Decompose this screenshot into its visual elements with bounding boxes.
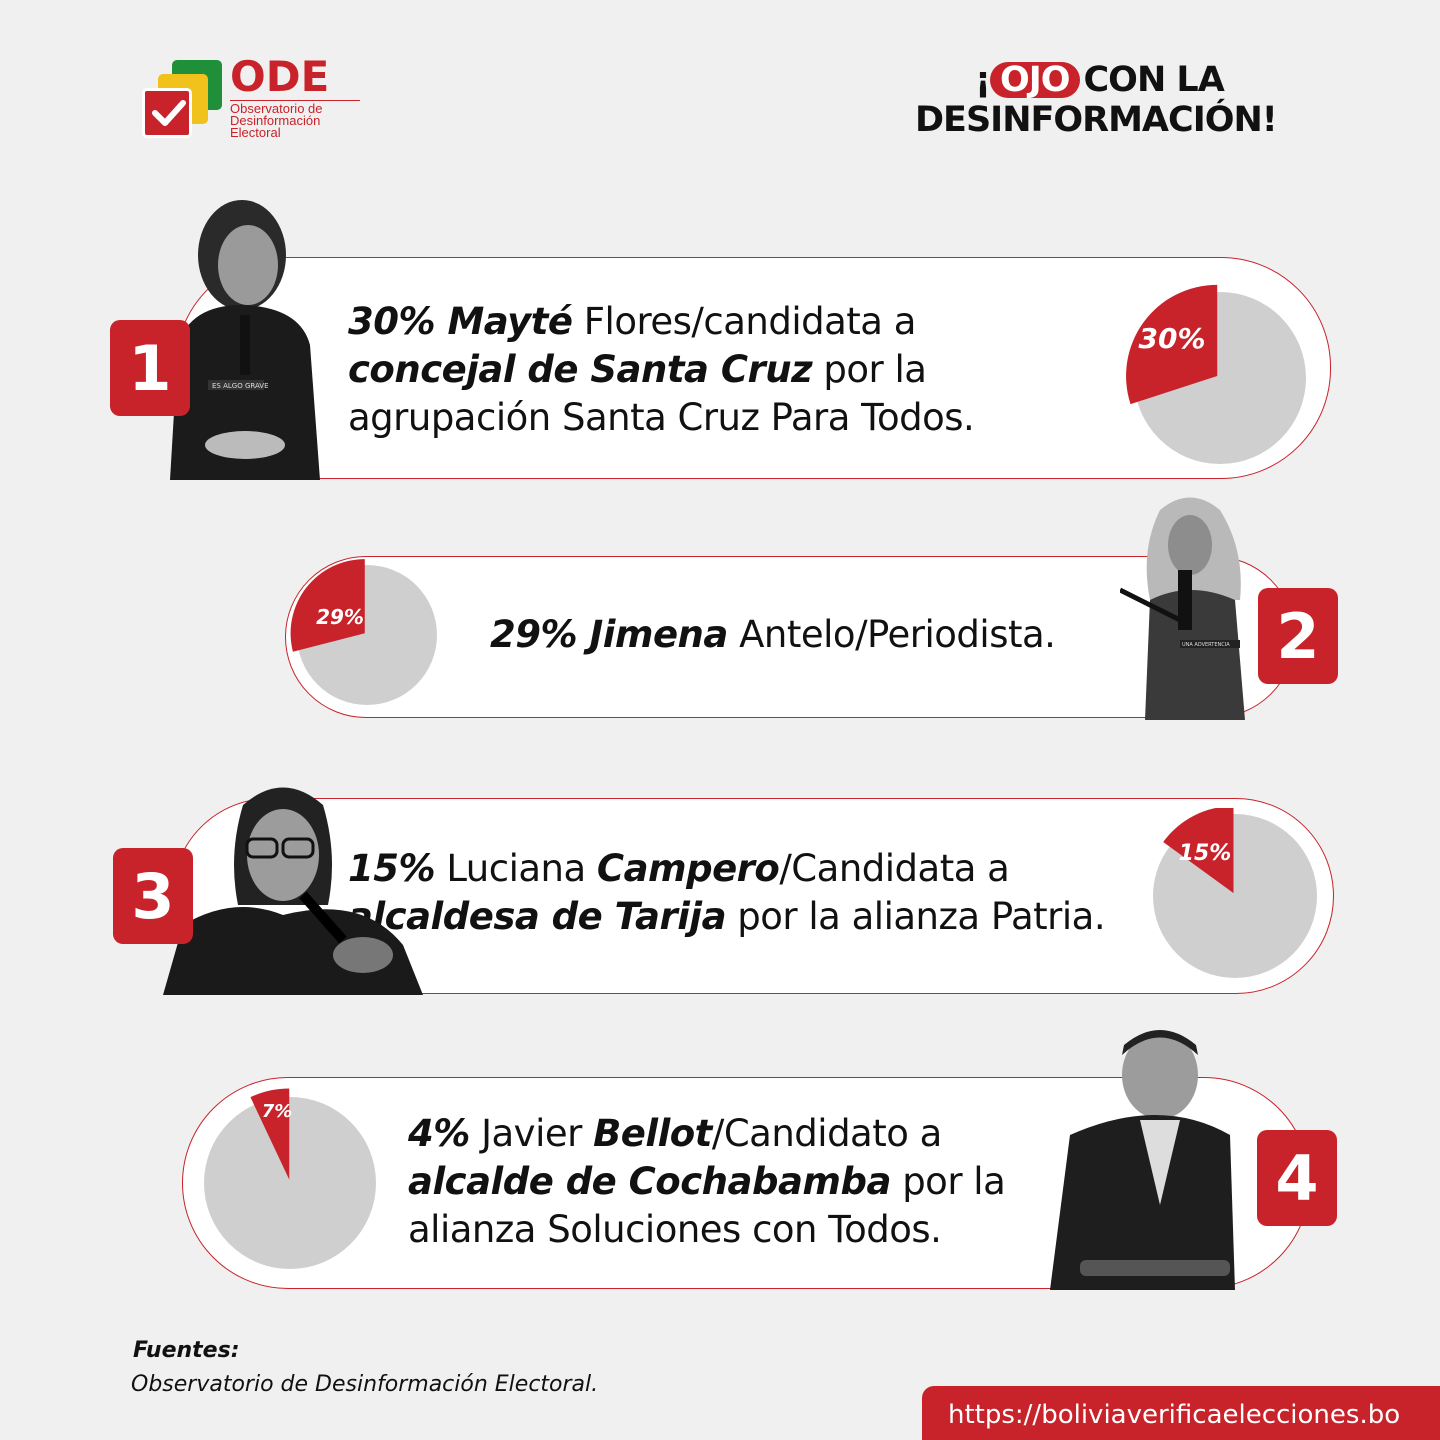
person-photo-4: [1050, 1030, 1235, 1290]
pie-chart-4: 7%: [204, 1088, 376, 1269]
pie-data-label: 29%: [316, 605, 364, 629]
rank-badge-2: 2: [1258, 588, 1338, 684]
rank-badge-3: 3: [113, 848, 193, 944]
sources-heading: Fuentes:: [133, 1338, 240, 1363]
pie-chart-3: 15%: [1153, 808, 1317, 978]
pie-slice-rest: [204, 1097, 376, 1269]
rank-badge-4: 4: [1257, 1130, 1337, 1226]
sources-text: Observatorio de Desinformación Electoral…: [131, 1372, 599, 1397]
logo-subtitle: Observatorio de Desinformación Electoral: [230, 100, 360, 139]
person-photo-3: [163, 787, 423, 995]
person-photo-2: UNA ADVERTENCIA: [1120, 497, 1245, 720]
pie-slice-highlight: [1163, 808, 1234, 894]
card-4-text: 4% Javier Bellot/Candidato a alcalde de …: [408, 1112, 1006, 1251]
pie-data-label: 30%: [1138, 322, 1205, 355]
svg-text:ES ALGO GRAVE: ES ALGO GRAVE: [212, 382, 269, 390]
slogan-ojo-badge: OJO: [989, 62, 1080, 98]
pie-data-label: 15%: [1179, 841, 1232, 866]
website-link[interactable]: https://boliviaverificaelecciones.bo: [922, 1386, 1440, 1440]
logo-title: ODE: [230, 52, 330, 101]
person-photo-1: ES ALGO GRAVE: [170, 200, 320, 480]
pie-chart-2: 29%: [290, 559, 437, 705]
pie-slice-highlight: [1126, 284, 1218, 405]
card-1-text: 30% Mayté Flores/candidata a concejal de…: [348, 300, 975, 439]
slogan-heading: ¡ OJO CON LA DESINFORMACIÓN!: [915, 60, 1278, 140]
checkmark-logo-icon: [140, 58, 226, 140]
card-2-text: 29% Jimena Antelo/Periodista.: [490, 613, 1056, 656]
pie-slice-highlight: [290, 559, 365, 652]
svg-text:UNA ADVERTENCIA: UNA ADVERTENCIA: [1182, 642, 1230, 648]
ranking-card-2: [285, 556, 1295, 718]
ode-logo: ODE Observatorio de Desinformación Elect…: [140, 52, 370, 148]
pie-data-label: 7%: [262, 1101, 293, 1122]
card-3-text: 15% Luciana Campero/Candidata a alcaldes…: [348, 847, 1106, 938]
pie-slice-highlight: [250, 1088, 290, 1180]
rank-badge-1: 1: [110, 320, 190, 416]
pie-chart-1: 30%: [1126, 284, 1306, 464]
